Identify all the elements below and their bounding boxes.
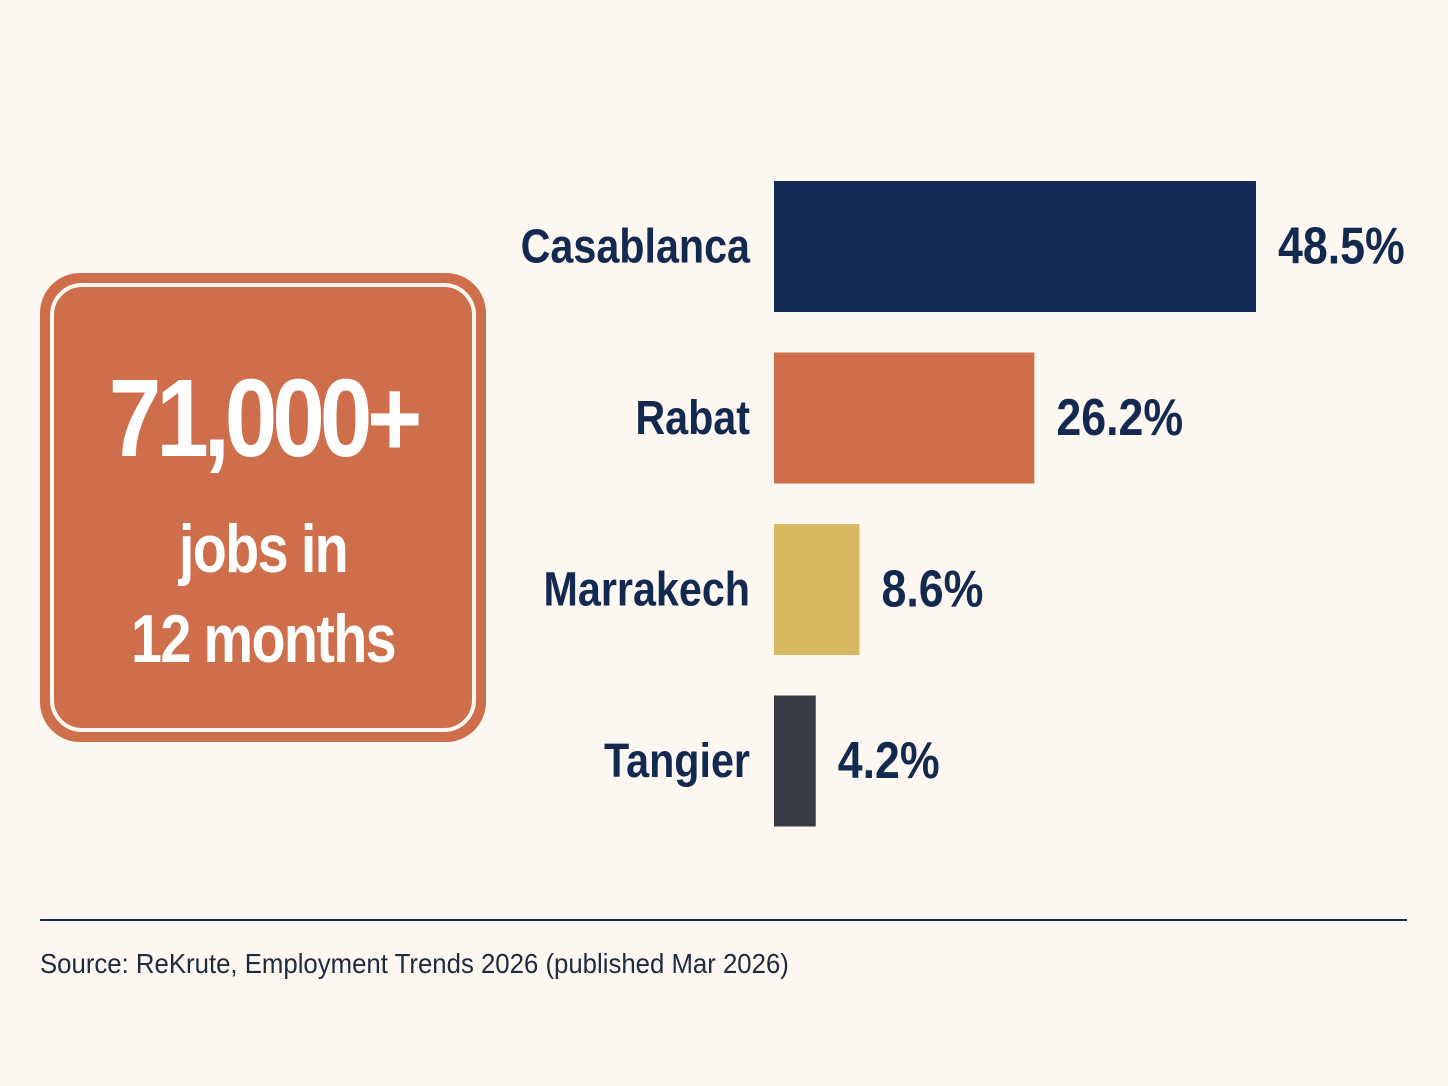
value-label-marrakech: 8.6% xyxy=(881,561,983,619)
bar-tangier xyxy=(774,695,816,827)
bar-casablanca xyxy=(774,181,1256,312)
stat-headline: 71,000+ xyxy=(108,357,423,480)
source-note: Source: ReKrute, Employment Trends 2026 … xyxy=(40,948,789,979)
stat-subtitle-line-1: jobs in xyxy=(178,511,349,587)
bar-rabat xyxy=(774,352,1035,484)
stat-card-border: 71,000+ jobs in 12 months xyxy=(50,283,476,732)
bar-marrakech xyxy=(774,524,860,655)
category-label-tangier: Tangier xyxy=(604,734,750,788)
category-label-casablanca: Casablanca xyxy=(521,220,751,274)
footer-divider xyxy=(40,919,1407,921)
value-label-tangier: 4.2% xyxy=(838,732,940,790)
stat-subtitle-line-2: 12 months xyxy=(130,601,397,677)
value-label-rabat: 26.2% xyxy=(1056,389,1183,447)
category-label-marrakech: Marrakech xyxy=(544,563,750,617)
category-label-rabat: Rabat xyxy=(635,391,750,445)
value-label-casablanca: 48.5% xyxy=(1278,218,1405,276)
stat-card: 71,000+ jobs in 12 months xyxy=(40,273,486,742)
bar-chart: Casablanca 48.5% Rabat 26.2% Marrakech 8.6% Ta… xyxy=(521,181,1405,827)
